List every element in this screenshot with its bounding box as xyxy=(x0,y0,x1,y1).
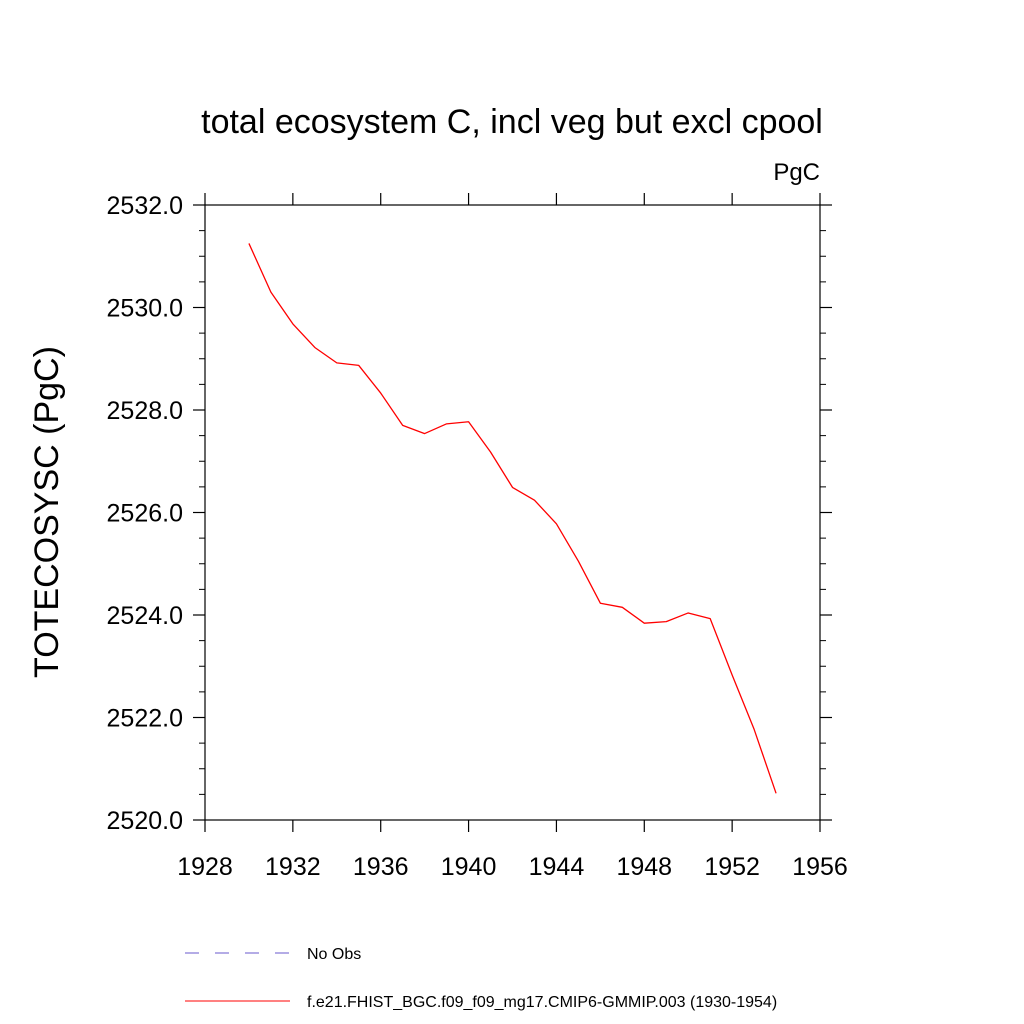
x-tick-label: 1940 xyxy=(441,853,497,881)
x-tick-label: 1948 xyxy=(616,853,672,881)
plot-frame xyxy=(204,204,821,821)
x-tick-label: 1932 xyxy=(265,853,321,881)
y-tick-label: 2528.0 xyxy=(107,397,183,425)
y-tick-label: 2530.0 xyxy=(107,295,183,323)
x-tick-label: 1956 xyxy=(792,853,848,881)
chart-title: total ecosystem C, incl veg but excl cpo… xyxy=(201,103,823,141)
x-tick-label: 1952 xyxy=(704,853,760,881)
y-tick-label: 2522.0 xyxy=(107,705,183,733)
series-line-0 xyxy=(248,243,777,794)
plot-area: 2520.0 2522.0 2524.0 2526.0 2528.0 2530.0 2532… xyxy=(107,192,848,881)
legend-label-0: No Obs xyxy=(307,946,361,963)
y-tick-label: 2524.0 xyxy=(107,602,183,630)
y-tick-label: 2532.0 xyxy=(107,192,183,220)
y-axis-label: TOTECOSYSC (PgC) xyxy=(28,346,66,678)
units-label: PgC xyxy=(773,159,820,186)
legend: No Obs f.e21.FHIST_BGC.f09_f09_mg17.CMIP6… xyxy=(185,946,777,1011)
x-tick-label: 1944 xyxy=(529,853,585,881)
y-tick-label: 2520.0 xyxy=(107,807,183,835)
y-tick-label: 2526.0 xyxy=(107,500,183,528)
x-tick-label: 1928 xyxy=(177,853,233,881)
legend-label-1: f.e21.FHIST_BGC.f09_f09_mg17.CMIP6-GMMIP… xyxy=(307,994,777,1011)
x-tick-label: 1936 xyxy=(353,853,409,881)
